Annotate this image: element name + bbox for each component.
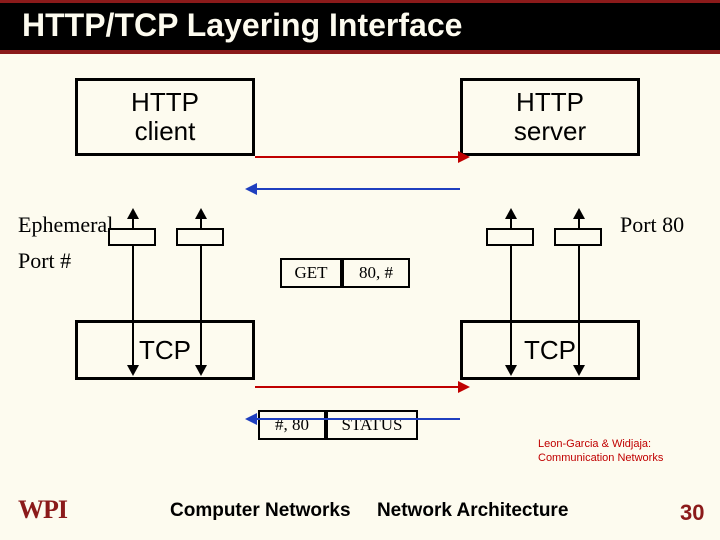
- port-num-label: Port #: [18, 248, 71, 274]
- status-box: STATUS: [326, 410, 418, 440]
- title-text: HTTP/TCP Layering Interface: [22, 7, 698, 44]
- citation: Leon-Garcia & Widjaja: Communication Net…: [538, 438, 663, 466]
- stub-left-b: [176, 228, 224, 246]
- stub-right-b: [554, 228, 602, 246]
- page-number: 30: [680, 500, 704, 526]
- tcp-left-label: TCP: [139, 336, 191, 365]
- stub-right-a: [486, 228, 534, 246]
- http-client-box: HTTPclient: [75, 78, 255, 156]
- eighty-hash-box: 80, #: [342, 258, 410, 288]
- hash-eighty-box: #, 80: [258, 410, 326, 440]
- title-bar: HTTP/TCP Layering Interface: [0, 0, 720, 54]
- ephemeral-label: Ephemeral: [18, 212, 113, 238]
- port-80-label: Port 80: [620, 212, 684, 238]
- http-client-label: HTTPclient: [131, 88, 199, 145]
- wpi-logo: WPI: [18, 495, 67, 525]
- stub-left-a: [108, 228, 156, 246]
- footer-text1: Computer Networks: [170, 500, 351, 521]
- citation-line2: Communication Networks: [538, 452, 663, 466]
- tcp-right-box: TCP: [460, 320, 640, 380]
- http-server-box: HTTPserver: [460, 78, 640, 156]
- tcp-left-box: TCP: [75, 320, 255, 380]
- citation-line1: Leon-Garcia & Widjaja:: [538, 438, 663, 452]
- footer-text2: Network Architecture: [377, 500, 568, 521]
- get-box: GET: [280, 258, 342, 288]
- http-server-label: HTTPserver: [514, 88, 586, 145]
- footer-text: Computer Networks Network Architecture: [170, 500, 568, 522]
- tcp-right-label: TCP: [524, 336, 576, 365]
